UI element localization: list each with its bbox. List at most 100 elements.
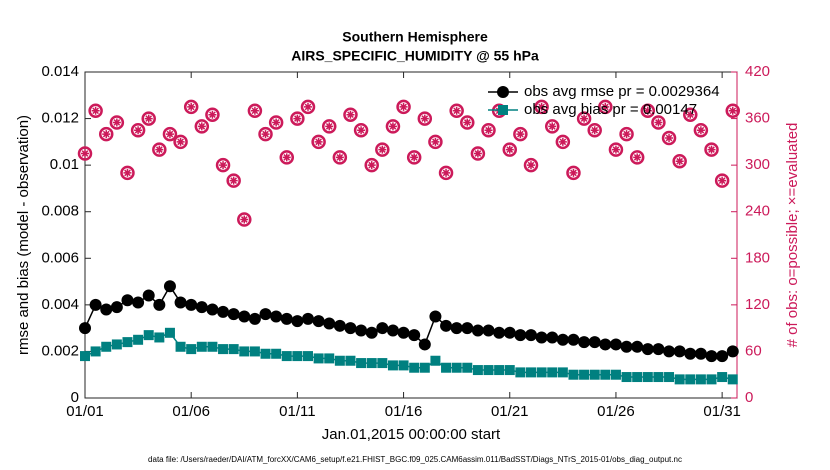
marker (398, 360, 409, 371)
marker (122, 337, 133, 348)
marker (194, 119, 210, 134)
marker (101, 341, 112, 352)
marker (260, 348, 271, 359)
marker (608, 142, 624, 157)
marker (610, 369, 621, 380)
marker (375, 142, 390, 157)
marker (641, 343, 654, 356)
marker (293, 114, 302, 123)
marker (601, 102, 610, 111)
marker (290, 111, 305, 126)
marker (484, 126, 493, 135)
marker (642, 372, 653, 383)
marker (321, 119, 337, 134)
marker (240, 215, 249, 224)
marker (356, 358, 367, 369)
legend-label: obs avg rmse pr = 0.0029364 (524, 83, 720, 100)
marker (672, 154, 687, 169)
marker (268, 115, 284, 130)
marker (102, 130, 111, 139)
chart-title: Southern Hemisphere (342, 29, 488, 45)
marker (250, 106, 259, 115)
y2-tick-label: 300 (745, 156, 770, 173)
marker (440, 319, 453, 332)
marker (259, 308, 272, 321)
marker (174, 296, 187, 309)
marker (470, 146, 486, 161)
marker (406, 150, 422, 165)
marker (155, 145, 164, 154)
marker (399, 102, 408, 111)
marker (694, 347, 707, 360)
marker (537, 102, 546, 111)
y-tick-label: 0.012 (41, 110, 79, 127)
marker (134, 126, 143, 135)
marker (536, 367, 547, 378)
marker (258, 126, 273, 142)
marker (249, 346, 260, 357)
marker (629, 150, 645, 165)
marker (471, 324, 484, 337)
marker (364, 157, 379, 173)
marker (462, 362, 473, 373)
marker (208, 110, 217, 119)
x-tick-label: 01/06 (172, 403, 210, 420)
marker (544, 119, 560, 134)
marker (696, 126, 705, 135)
marker (217, 305, 230, 318)
marker (313, 353, 324, 364)
marker (599, 338, 612, 351)
marker (183, 99, 199, 115)
y2-tick-label: 360 (745, 110, 770, 127)
marker (515, 367, 526, 378)
marker (460, 115, 475, 130)
marker (526, 161, 535, 170)
y2-tick-label: 240 (745, 203, 770, 220)
marker (377, 358, 388, 369)
marker (481, 122, 496, 138)
marker (514, 329, 527, 342)
marker (430, 355, 441, 366)
marker (229, 176, 238, 185)
marker (302, 351, 313, 362)
marker (557, 367, 568, 378)
marker (121, 294, 134, 307)
marker (355, 324, 368, 337)
marker (576, 111, 592, 126)
marker (673, 345, 686, 358)
marker (385, 119, 401, 134)
marker (271, 348, 282, 359)
marker (219, 161, 228, 170)
marker (386, 324, 399, 337)
marker (611, 145, 620, 154)
marker (300, 99, 316, 115)
marker (693, 122, 709, 138)
marker (144, 114, 153, 123)
marker (185, 298, 198, 311)
marker (654, 118, 663, 127)
x-tick-label: 01/16 (385, 403, 423, 420)
marker (206, 303, 219, 316)
marker (112, 118, 121, 127)
marker (312, 315, 325, 328)
legend-label: obs avg bias pr = 0.00147 (524, 101, 697, 118)
marker (513, 126, 528, 142)
marker (417, 111, 433, 126)
marker (633, 153, 642, 162)
marker (578, 336, 591, 349)
marker (292, 351, 303, 362)
marker (123, 168, 132, 177)
y2-tick-label: 0 (745, 389, 753, 406)
marker (685, 374, 696, 385)
marker (473, 149, 482, 158)
marker (718, 176, 727, 185)
marker (196, 341, 207, 352)
marker (503, 326, 516, 339)
marker (727, 374, 738, 385)
marker (686, 110, 695, 119)
y-tick-label: 0.004 (41, 296, 79, 313)
marker (525, 367, 536, 378)
marker (705, 350, 718, 363)
marker (281, 351, 292, 362)
marker (707, 145, 716, 154)
